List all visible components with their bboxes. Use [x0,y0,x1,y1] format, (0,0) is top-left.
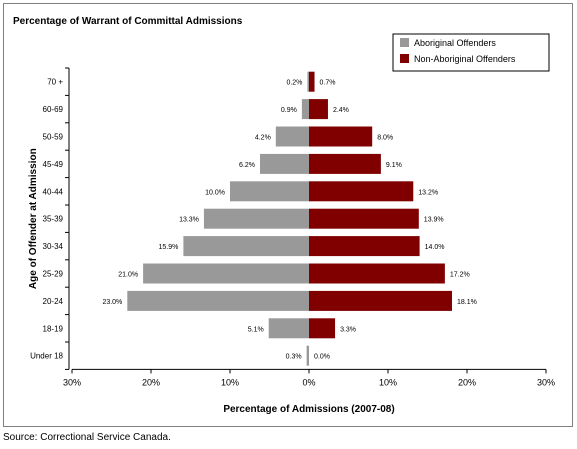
y-axis-title: Age of Offender at Admission [28,148,39,289]
data-label-aboriginal: 15.9% [159,244,179,251]
data-label-aboriginal: 0.3% [286,354,302,361]
y-tick-label: 70 + [47,78,63,87]
legend-label: Non-Aboriginal Offenders [414,54,516,64]
y-tick-label: 40-44 [43,187,64,196]
bar-aboriginal [203,208,309,229]
x-tick-label: 10% [221,377,239,387]
bar-non-aboriginal [309,126,373,147]
y-tick-label: 45-49 [43,160,64,169]
bar-non-aboriginal [309,208,419,229]
data-label-non-aboriginal: 3.3% [340,326,356,333]
bar-non-aboriginal [309,99,328,120]
bar-aboriginal [275,126,309,147]
bar-non-aboriginal [309,290,452,311]
data-label-aboriginal: 0.9% [281,107,297,114]
y-tick-label: 25-29 [43,270,64,279]
data-label-aboriginal: 5.1% [248,326,264,333]
bar-aboriginal [306,345,309,366]
data-label-non-aboriginal: 14.0% [425,244,445,251]
bar-non-aboriginal [309,263,445,284]
legend-box [392,33,550,72]
legend-swatch [400,38,409,47]
data-label-non-aboriginal: 18.1% [457,299,477,306]
data-label-non-aboriginal: 0.0% [314,354,330,361]
bar-aboriginal [301,99,309,120]
data-label-aboriginal: 23.0% [102,299,122,306]
data-label-non-aboriginal: 17.2% [450,272,470,279]
bar-non-aboriginal [309,236,420,257]
legend-swatch [400,54,409,63]
data-label-non-aboriginal: 13.2% [418,189,438,196]
data-label-non-aboriginal: 0.7% [320,80,336,87]
y-tick-label: 20-24 [43,297,64,306]
bar-aboriginal [127,290,309,311]
bar-aboriginal [268,318,309,339]
y-tick-label: 50-59 [43,133,64,142]
y-tick-label: 30-34 [43,242,64,251]
bar-aboriginal [307,71,309,92]
y-tick-label: 60-69 [43,105,64,114]
x-tick-label: 20% [458,377,476,387]
bar-non-aboriginal [309,153,381,174]
x-tick-label: 0% [302,377,315,387]
y-tick-label: 18-19 [43,324,64,333]
x-tick-label: 30% [63,377,81,387]
legend-label: Aboriginal Offenders [414,38,496,48]
bar-non-aboriginal [309,318,336,339]
x-axis-title: Percentage of Admissions (2007-08) [223,404,394,415]
data-label-non-aboriginal: 9.1% [386,162,402,169]
bar-non-aboriginal [309,181,414,202]
x-tick-label: 30% [537,377,555,387]
data-label-non-aboriginal: 2.4% [333,107,349,114]
data-label-aboriginal: 13.3% [179,217,199,224]
y-tick-label: Under 18 [30,352,63,361]
bar-aboriginal [230,181,309,202]
chart-frame [3,3,573,427]
chart-title: Percentage of Warrant of Committal Admis… [13,16,243,27]
y-tick-label: 35-39 [43,215,64,224]
x-tick-label: 20% [142,377,160,387]
data-label-aboriginal: 0.2% [286,80,302,87]
source-note: Source: Correctional Service Canada. [3,432,171,443]
bar-non-aboriginal [309,71,315,92]
bar-aboriginal [260,153,309,174]
data-label-non-aboriginal: 8.0% [377,135,393,142]
data-label-non-aboriginal: 13.9% [424,217,444,224]
data-label-aboriginal: 6.2% [239,162,255,169]
data-label-aboriginal: 4.2% [255,135,271,142]
data-label-aboriginal: 10.0% [205,189,225,196]
bar-aboriginal [143,263,309,284]
bar-aboriginal [183,236,309,257]
data-label-aboriginal: 21.0% [118,272,138,279]
x-tick-label: 10% [379,377,397,387]
